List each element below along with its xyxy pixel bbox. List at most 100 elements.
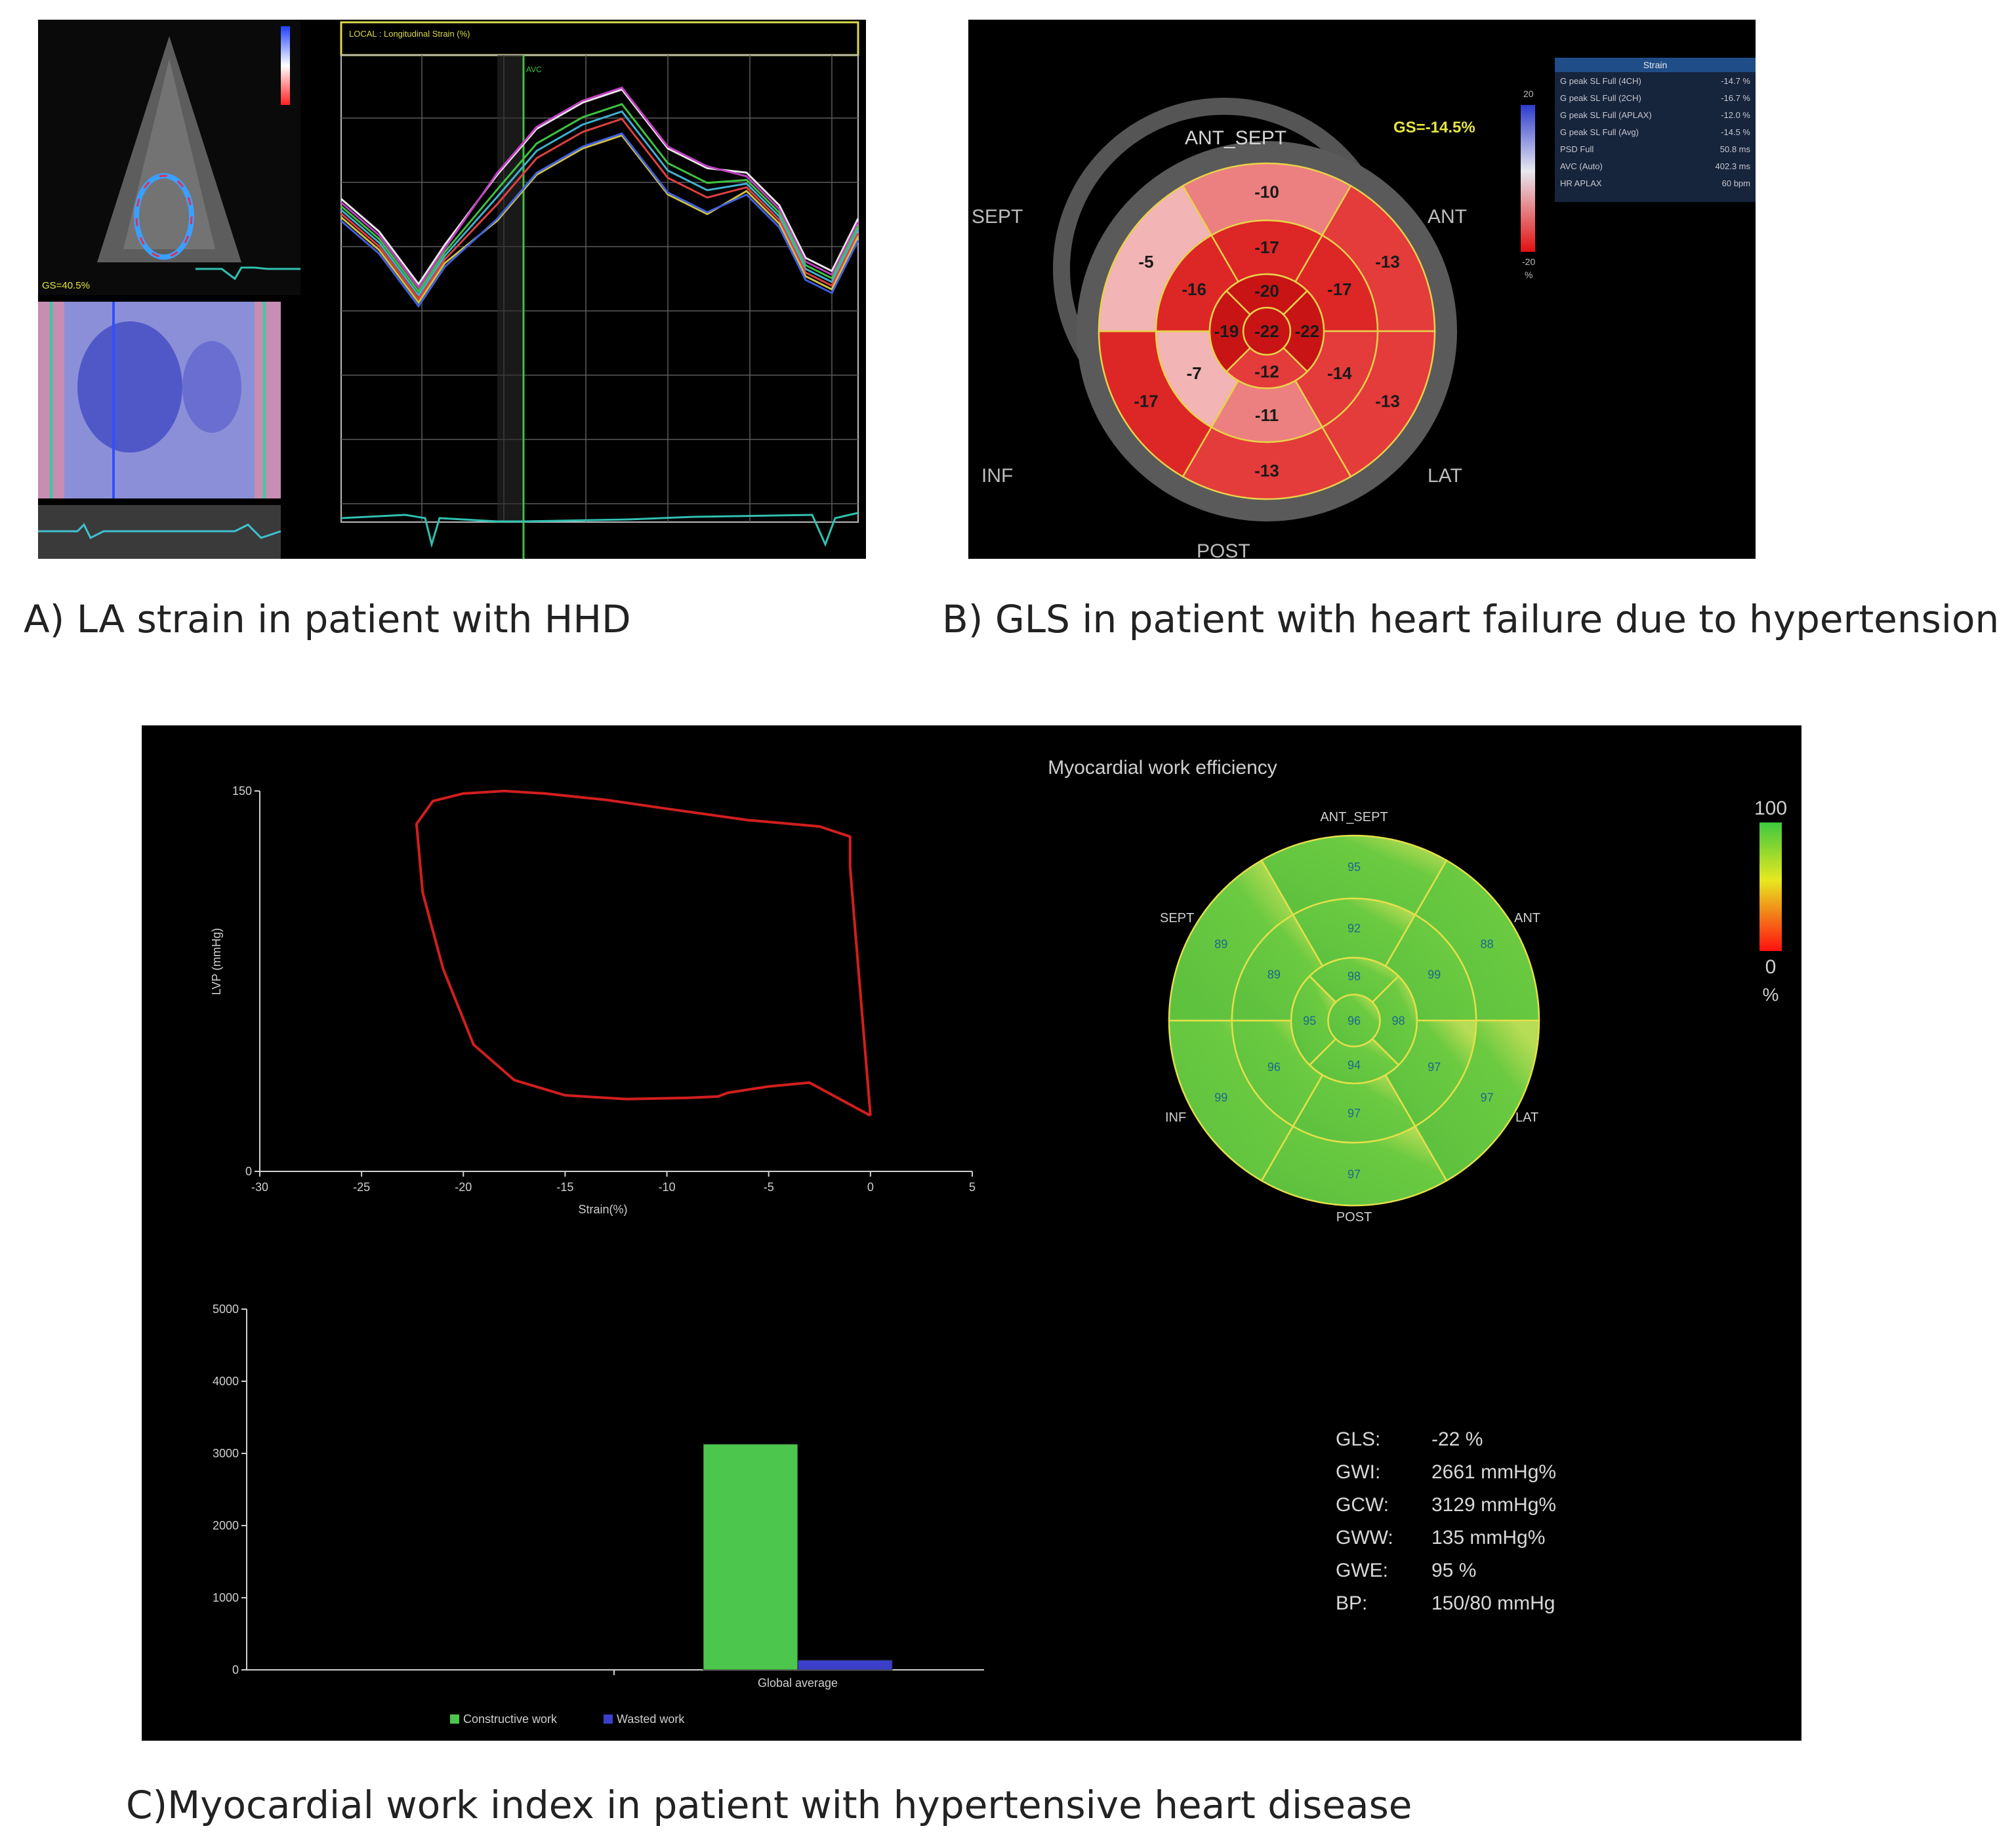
strain-table-label: HR APLAX (1560, 178, 1602, 188)
colorbar-b (1521, 105, 1535, 252)
orient-lat-b: LAT (1428, 465, 1462, 487)
pv-x-tick-label: -10 (659, 1181, 676, 1194)
panel-b-graphic: -10 -13 -13 -13 -17 -5 -17 -17 -14 -11 -7 -16 -20 -22… (972, 58, 1756, 559)
stat-value: 95 % (1431, 1560, 1476, 1581)
segment-value-basal: -10 (1254, 182, 1279, 202)
pv-x-label: Strain(%) (578, 1203, 627, 1216)
stat-label: GWI: (1336, 1461, 1380, 1483)
colorbar-a (281, 26, 290, 105)
orient-lat-c: LAT (1515, 1110, 1538, 1125)
strain-table-title: Strain (1643, 60, 1668, 70)
pv-x-tick-label: -15 (556, 1181, 573, 1194)
segment-value-apical: 98 (1347, 970, 1361, 983)
colorbar-c-bottom: 0 (1765, 956, 1777, 978)
strain-table-value: -12.0 % (1721, 110, 1750, 120)
panel-c-graphic: Myocardial work efficiency -30 -25 -20 -15-… (210, 757, 1787, 1726)
colorbar-b-unit: % (1525, 270, 1533, 280)
work-bar-chart: 0 1000 2000 3000 4000 5000 Global average (213, 1303, 984, 1690)
segment-value-basal: 95 (1347, 861, 1361, 874)
strain-curve (340, 86, 859, 290)
segment-value-basal: 97 (1347, 1167, 1361, 1181)
strain-table-label: G peak SL Full (4CH) (1560, 76, 1641, 86)
segment-value-basal: 88 (1481, 937, 1494, 950)
strain-table: Strain G peak SL Full (4CH) -14.7 % G peak… (1555, 58, 1756, 202)
stat-label: GWW: (1336, 1527, 1393, 1549)
segment-value-mid: -17 (1254, 237, 1279, 257)
legend-wasted: Wasted work (617, 1712, 685, 1726)
work-stats: GLS: -22 % GWI: 2661 mmHg% GCW: 3129 mmHg% GWW… (1336, 1428, 1556, 1614)
orient-ant-sept-c: ANT_SEPT (1320, 810, 1388, 824)
segment-value-basal: 89 (1214, 937, 1227, 950)
avc-marker-label: AVC (526, 65, 542, 74)
segment-value-apical: -19 (1214, 321, 1239, 341)
bar-y-tick-label: 5000 (213, 1303, 239, 1316)
strain-table-label: AVC (Auto) (1560, 161, 1603, 171)
bullseye-apex (1242, 306, 1292, 356)
strain-badge: GS=40.5% (42, 280, 90, 291)
segment-value-apex: 96 (1347, 1014, 1361, 1027)
segment-value-apical: 94 (1347, 1059, 1361, 1072)
strain-curves (340, 86, 859, 308)
strain-curve (340, 110, 859, 297)
segment-value-mid: -7 (1187, 363, 1202, 383)
segment-value-mid: 97 (1428, 1061, 1441, 1074)
bullseye-apex (1327, 994, 1381, 1047)
strain-curve (340, 117, 859, 301)
caption-a: A) LA strain in patient with HHD (24, 597, 631, 641)
colorbar-c-top: 100 (1754, 798, 1787, 819)
strain-curve (340, 134, 859, 304)
bar-y-tick-label: 2000 (213, 1519, 239, 1532)
segment-value-basal: -17 (1134, 391, 1159, 411)
panel-b-gls: -10 -13 -13 -13 -17 -5 -17 -17 -14 -11 -7 -16 -20 -22… (968, 20, 1756, 559)
legend-constructive: Constructive work (463, 1712, 558, 1726)
strain-curve (340, 88, 859, 286)
mw-title: Myocardial work efficiency (1048, 757, 1277, 779)
segment-value-basal: -13 (1254, 461, 1279, 481)
orient-inf-b: INF (981, 465, 1013, 487)
segment-value-mid: 89 (1267, 968, 1281, 981)
strain-table-value: 402.3 ms (1716, 161, 1751, 171)
segment-value-basal: -13 (1375, 252, 1400, 272)
strain-header: LOCAL : Longitudinal Strain (%) (349, 29, 470, 39)
segment-value-mid: 96 (1267, 1061, 1281, 1074)
strain-table-value: -16.7 % (1721, 93, 1750, 103)
strain-plot-frame (340, 54, 859, 523)
segment-value-mid: -11 (1255, 405, 1279, 425)
segment-value-basal: -5 (1138, 252, 1153, 272)
pv-y-tick-label: 150 (232, 784, 252, 798)
strain-table-label: PSD Full (1560, 144, 1594, 154)
panel-a-la-strain: GS=40.5% LOCAL : Longitudinal Strain (%)… (38, 20, 866, 559)
stat-label: GWE: (1336, 1560, 1388, 1581)
segment-value-basal: -13 (1375, 391, 1400, 411)
stat-value: 150/80 mmHg (1431, 1592, 1555, 1614)
strain-table-label: G peak SL Full (APLAX) (1560, 110, 1652, 120)
stat-label: GCW: (1336, 1494, 1389, 1516)
pv-x-tick-label: 0 (867, 1181, 874, 1194)
constructive-work-bar (703, 1444, 798, 1671)
strain-curve (340, 132, 859, 308)
segment-value-mid: 97 (1347, 1106, 1361, 1120)
orient-ant-b: ANT (1428, 206, 1467, 228)
stat-label: GLS: (1336, 1428, 1380, 1450)
pv-y-label: LVP (mmHg) (210, 928, 223, 995)
strain-table-value: 60 bpm (1722, 178, 1750, 188)
pv-x-tick-label: 5 (969, 1181, 976, 1194)
segment-value-apical: 98 (1392, 1014, 1405, 1027)
mwe-bullseye: 95 88 97 97 99 89 92 99 97 97 96 89 98 98 94 95 96 (1168, 834, 1540, 1207)
stat-value: 135 mmHg% (1431, 1527, 1545, 1549)
stat-value: -22 % (1431, 1428, 1483, 1450)
orient-post-b: POST (1197, 540, 1250, 559)
colorbar-c (1759, 822, 1782, 951)
stat-value: 3129 mmHg% (1431, 1494, 1556, 1516)
gls-bullseye: -10 -13 -13 -13 -17 -5 -17 -17 -14 -11 -7 -16 -20 -22… (1098, 162, 1436, 500)
orient-ant-c: ANT (1514, 911, 1540, 925)
pressure-strain-loop-chart: -30 -25 -20 -15 -10 -5 0 5 0 150 Strain(%) LVP (mmH… (210, 784, 976, 1216)
segment-value-mid: -17 (1327, 279, 1352, 299)
segment-value-basal: 99 (1214, 1091, 1227, 1104)
gs-value: GS=-14.5% (1393, 119, 1475, 136)
wasted-work-bar (797, 1659, 893, 1671)
pv-x-tick-label: -25 (353, 1181, 370, 1194)
caption-c: C)Myocardial work index in patient with … (126, 1783, 1412, 1827)
segment-value-apical: 95 (1303, 1014, 1316, 1027)
orient-post-c: POST (1336, 1210, 1372, 1225)
